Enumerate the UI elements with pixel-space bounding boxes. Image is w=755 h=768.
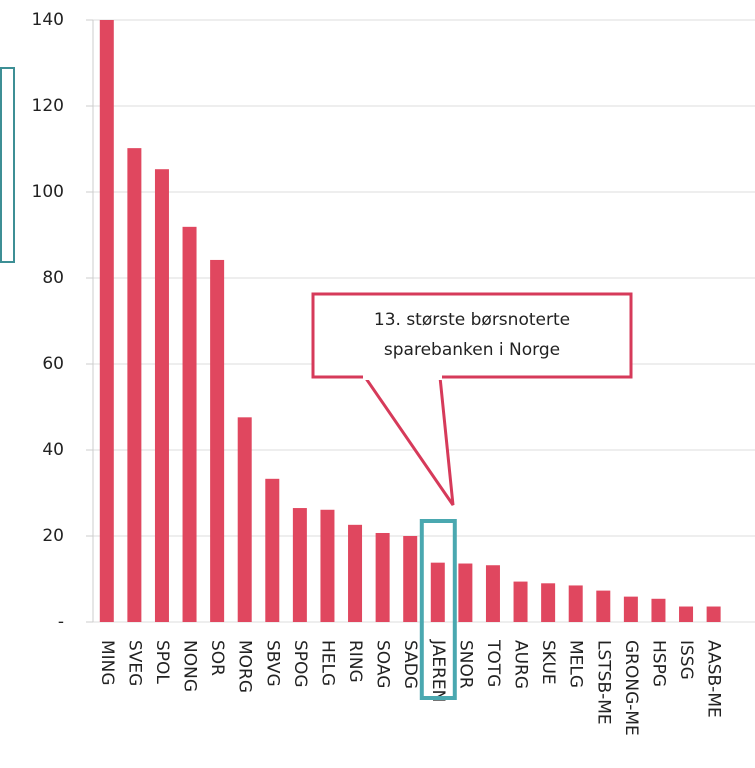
x-tick-label: MING bbox=[97, 640, 117, 686]
x-tick-label: SNOR bbox=[455, 640, 475, 689]
x-tick-label: ISSG bbox=[676, 640, 696, 680]
y-tick-label: 20 bbox=[42, 526, 64, 546]
bar bbox=[596, 590, 611, 622]
x-tick-label: SBVG bbox=[262, 640, 282, 687]
y-tick-label: - bbox=[58, 612, 64, 632]
callout-text: sparebanken i Norge bbox=[384, 340, 560, 360]
x-tick-label: MELG bbox=[566, 640, 586, 688]
x-tick-label: MORG bbox=[235, 640, 255, 693]
bar bbox=[541, 583, 556, 622]
bar bbox=[99, 20, 114, 622]
bar bbox=[182, 226, 197, 622]
bar bbox=[348, 524, 363, 622]
bar bbox=[265, 478, 280, 622]
plot-area: - 20 40 60 80 100 120 140 MING SVEG SPOL NONG SOR MOR… bbox=[32, 10, 755, 736]
x-tick-label: AASB-ME bbox=[704, 640, 724, 718]
x-tick-label: NONG bbox=[180, 640, 200, 692]
x-tick-label: SADG bbox=[400, 640, 420, 689]
bar bbox=[651, 598, 666, 622]
bar bbox=[485, 565, 500, 622]
y-tick-label: 100 bbox=[32, 182, 64, 202]
x-tick-label: SKUE bbox=[538, 640, 558, 685]
bar bbox=[403, 536, 418, 622]
y-tick-label: 80 bbox=[42, 268, 64, 288]
x-tick-label: SPOG bbox=[290, 640, 310, 688]
y-tick-label: 140 bbox=[32, 10, 64, 30]
bar bbox=[210, 259, 225, 622]
x-tick-label: RING bbox=[345, 640, 365, 683]
x-tick-label: GRONG-ME bbox=[621, 640, 641, 736]
bar bbox=[237, 417, 252, 622]
bar bbox=[375, 532, 390, 622]
bar bbox=[568, 585, 583, 622]
bar bbox=[154, 169, 169, 622]
bar bbox=[430, 562, 445, 622]
y-tick-label: 120 bbox=[32, 96, 64, 116]
callout-text: 13. største børsnoterte bbox=[374, 310, 570, 330]
bar bbox=[706, 606, 721, 622]
x-tick-label: SOR bbox=[207, 640, 227, 676]
x-tick-label: SOAG bbox=[373, 640, 393, 688]
x-tick-label: LSTSB-ME bbox=[593, 640, 613, 725]
y-tick-label: 60 bbox=[42, 354, 64, 374]
x-tick-label: SPOL bbox=[152, 640, 172, 684]
bar bbox=[292, 508, 307, 622]
bar bbox=[513, 581, 528, 622]
y-tick-label: 40 bbox=[42, 440, 64, 460]
bar bbox=[679, 606, 694, 622]
callout-join bbox=[363, 374, 442, 380]
bar bbox=[623, 596, 638, 622]
callout-box bbox=[311, 292, 633, 379]
side-panel-edge bbox=[0, 67, 15, 263]
annotation: 13. største børsnoterte sparebanken i No… bbox=[311, 292, 633, 506]
x-tick-label: TOTG bbox=[483, 639, 503, 687]
x-tick-label: HELG bbox=[317, 640, 337, 686]
x-tick-label: AURG bbox=[511, 640, 531, 689]
x-tick-label: SVEG bbox=[124, 640, 144, 686]
x-tick-label: JAEREN bbox=[428, 639, 448, 702]
callout-pointer bbox=[363, 376, 455, 506]
bar bbox=[320, 509, 335, 622]
bar bbox=[127, 148, 142, 622]
highlight-box bbox=[419, 519, 457, 700]
x-tick-label: HSPG bbox=[648, 640, 668, 687]
bar bbox=[458, 563, 473, 622]
